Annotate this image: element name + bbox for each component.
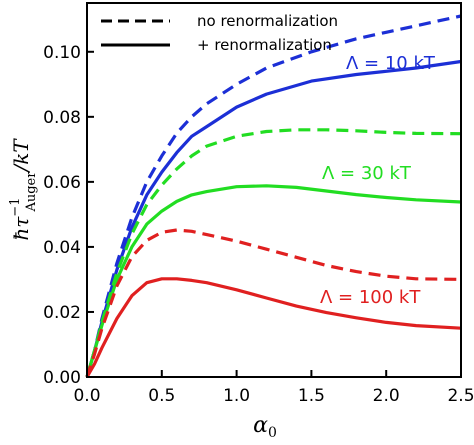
series-line-3 [85, 184, 462, 378]
x-axis-label-main: α [253, 413, 268, 438]
series-line-2 [85, 128, 462, 378]
ticks-layer: 0.0 0.5 1.0 1.5 2.0 2.5 0.00 0.02 0.04 0.06 0.08 0.… [43, 43, 474, 406]
plot-frame [86, 2, 462, 378]
legend-label-no-renormalization: no renormalization [197, 12, 338, 30]
y-tick-label-3: 0.06 [43, 173, 81, 193]
y-axis-label-tail: /kT [9, 138, 33, 174]
y-tick-label-2: 0.04 [43, 238, 81, 258]
annotation-lambda-10: Λ = 10 kT [346, 53, 436, 74]
svg-text:α0: α0 [253, 413, 277, 441]
annotation-lambda-30: Λ = 30 kT [322, 163, 412, 184]
x-tick-label-1: 0.5 [148, 386, 175, 406]
series-line-4 [85, 228, 462, 378]
y-tick-label-0: 0.00 [43, 368, 81, 388]
x-tick-label-0: 0.0 [73, 386, 100, 406]
legend-label-renormalization: + renormalization [197, 36, 332, 54]
y-axis-label-sub: Auger [24, 171, 39, 213]
legend: no renormalization + renormalization [101, 12, 338, 54]
y-axis-label-sup: −1 [8, 198, 23, 217]
series-line-1 [85, 59, 462, 378]
svg-text:ħτ−1Auger/kT: ħτ−1Auger/kT [8, 138, 39, 241]
x-axis-label: α0 [253, 413, 277, 441]
x-tick-label-3: 1.5 [298, 386, 325, 406]
y-tick-label-1: 0.02 [43, 303, 81, 323]
y-axis-label-main: ħτ [9, 216, 33, 241]
y-tick-label-5: 0.10 [43, 43, 81, 63]
x-tick-label-4: 2.0 [373, 386, 400, 406]
x-axis-label-sub: 0 [268, 425, 277, 441]
x-tick-label-5: 2.5 [447, 386, 474, 406]
y-axis-label: ħτ−1Auger/kT [8, 138, 39, 241]
series-line-5 [85, 277, 462, 378]
series-layer [85, 14, 462, 378]
x-tick-label-2: 1.0 [223, 386, 250, 406]
annotation-lambda-100: Λ = 100 kT [320, 287, 421, 308]
y-tick-label-4: 0.08 [43, 108, 81, 128]
